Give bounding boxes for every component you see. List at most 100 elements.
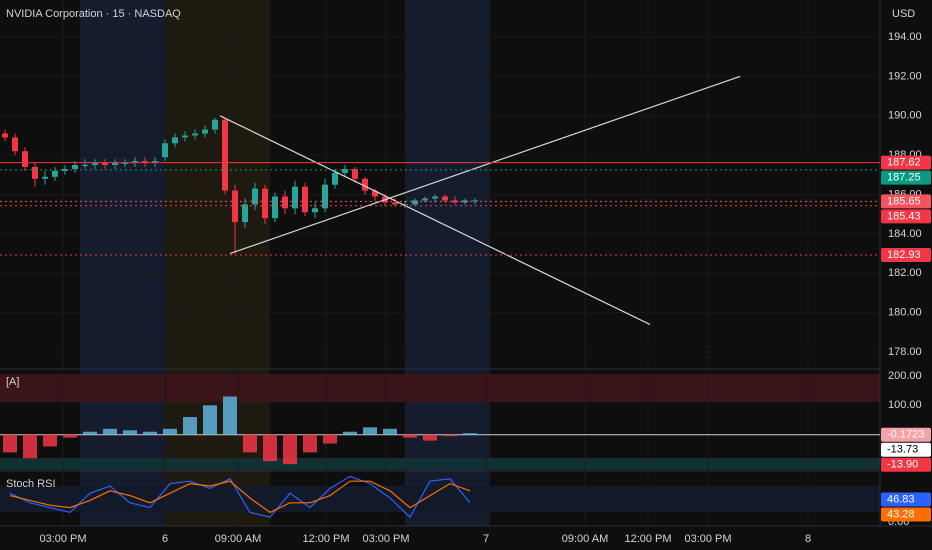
y-tick-label: 190.00 bbox=[888, 110, 922, 122]
x-tick-label: 6 bbox=[162, 533, 168, 545]
candle-body bbox=[172, 137, 178, 144]
x-tick-label: 12:00 PM bbox=[302, 533, 349, 545]
oversold-band bbox=[0, 458, 880, 470]
candle-body bbox=[92, 163, 98, 165]
candle-body bbox=[322, 184, 328, 209]
price-badge-label: 182.93 bbox=[887, 249, 921, 261]
histogram-bar bbox=[143, 431, 157, 435]
candle-body bbox=[32, 166, 38, 179]
price-badge-label: 185.43 bbox=[887, 210, 921, 222]
candle-body bbox=[122, 163, 128, 165]
histogram-bar bbox=[323, 434, 337, 444]
candle-body bbox=[402, 204, 408, 206]
histogram-bar bbox=[103, 428, 117, 435]
candle-body bbox=[422, 198, 428, 201]
candle-body bbox=[252, 188, 258, 205]
histogram-bar bbox=[383, 428, 397, 435]
trend-line bbox=[229, 75, 741, 255]
candle-body bbox=[282, 196, 288, 209]
stoch-line bbox=[9, 480, 471, 514]
candle-body bbox=[412, 200, 418, 205]
histogram-bar bbox=[263, 434, 277, 462]
overbought-band bbox=[0, 374, 880, 402]
price-badge-label: 46.83 bbox=[887, 493, 915, 505]
y-tick-label: 184.00 bbox=[888, 228, 922, 240]
x-tick-label: 7 bbox=[483, 533, 489, 545]
price-badge bbox=[881, 194, 931, 209]
trend-line bbox=[219, 115, 651, 326]
histogram-bar bbox=[343, 431, 357, 435]
candle-body bbox=[312, 208, 318, 213]
y-tick-label: 178.00 bbox=[888, 346, 922, 358]
candle-body bbox=[12, 137, 18, 152]
candle-body bbox=[292, 186, 298, 209]
x-tick-label: 03:00 PM bbox=[684, 533, 731, 545]
histogram-bar bbox=[123, 430, 137, 435]
candle-body bbox=[212, 119, 218, 130]
histogram-bar bbox=[183, 417, 197, 435]
candle-body bbox=[102, 163, 108, 165]
candle-body bbox=[272, 196, 278, 219]
x-tick-label: 03:00 PM bbox=[39, 533, 86, 545]
price-badge bbox=[881, 507, 931, 522]
candle-body bbox=[302, 186, 308, 213]
candle-body bbox=[142, 161, 148, 164]
price-badge-label: -13.90 bbox=[887, 459, 918, 471]
histogram-bar bbox=[363, 427, 377, 435]
stoch-band bbox=[0, 486, 880, 512]
price-badge bbox=[881, 155, 931, 170]
x-tick-label: 09:00 AM bbox=[215, 533, 261, 545]
histogram-bar bbox=[43, 434, 57, 447]
candle-body bbox=[22, 151, 28, 167]
histogram-bar bbox=[203, 405, 217, 435]
currency[interactable]: USD bbox=[892, 8, 915, 20]
y-tick-label: 100.00 bbox=[888, 399, 922, 411]
candle-body bbox=[232, 190, 238, 223]
indicator-title: Stoch RSI bbox=[6, 478, 56, 490]
candle-body bbox=[342, 168, 348, 173]
y-tick-label: 182.00 bbox=[888, 267, 922, 279]
price-badge bbox=[881, 442, 931, 457]
y-tick-label: 180.00 bbox=[888, 307, 922, 319]
histogram-bar bbox=[163, 428, 177, 435]
x-tick-label: 09:00 AM bbox=[562, 533, 608, 545]
indicator-title: [A] bbox=[6, 376, 19, 388]
histogram-bar bbox=[283, 434, 297, 465]
stoch-line bbox=[9, 475, 471, 519]
price-badge bbox=[881, 427, 931, 442]
price-badge bbox=[881, 170, 931, 185]
price-badge-label: -13.73 bbox=[887, 444, 918, 456]
candle-body bbox=[182, 135, 188, 138]
candle-body bbox=[352, 168, 358, 179]
x-tick-label: 03:00 PM bbox=[362, 533, 409, 545]
x-tick-label: 8 bbox=[805, 533, 811, 545]
candle-body bbox=[392, 202, 398, 205]
session-shade bbox=[80, 0, 165, 526]
price-badge-label: 187.25 bbox=[887, 172, 921, 184]
price-badge-label: 43.28 bbox=[887, 508, 915, 520]
candle-body bbox=[202, 129, 208, 134]
candle-body bbox=[442, 196, 448, 201]
candle-body bbox=[52, 170, 58, 177]
y-tick-label: 192.00 bbox=[888, 70, 922, 82]
histogram-bar bbox=[63, 434, 77, 438]
histogram-bar bbox=[23, 434, 37, 459]
candle-body bbox=[82, 164, 88, 166]
price-badge bbox=[881, 492, 931, 507]
candle-body bbox=[372, 190, 378, 197]
histogram-bar bbox=[243, 434, 257, 453]
candle-body bbox=[432, 196, 438, 199]
y-tick-label: 200.00 bbox=[888, 370, 922, 382]
histogram-bar bbox=[463, 433, 477, 435]
y-tick-label: 194.00 bbox=[888, 31, 922, 43]
histogram-bar bbox=[83, 431, 97, 435]
candle-body bbox=[332, 172, 338, 185]
histogram-bar bbox=[303, 434, 317, 453]
candle-body bbox=[162, 143, 168, 158]
histogram-bar bbox=[3, 434, 17, 453]
price-badge-label: 185.65 bbox=[887, 195, 921, 207]
candle-body bbox=[42, 176, 48, 179]
candle-body bbox=[362, 178, 368, 191]
candle-body bbox=[262, 188, 268, 219]
